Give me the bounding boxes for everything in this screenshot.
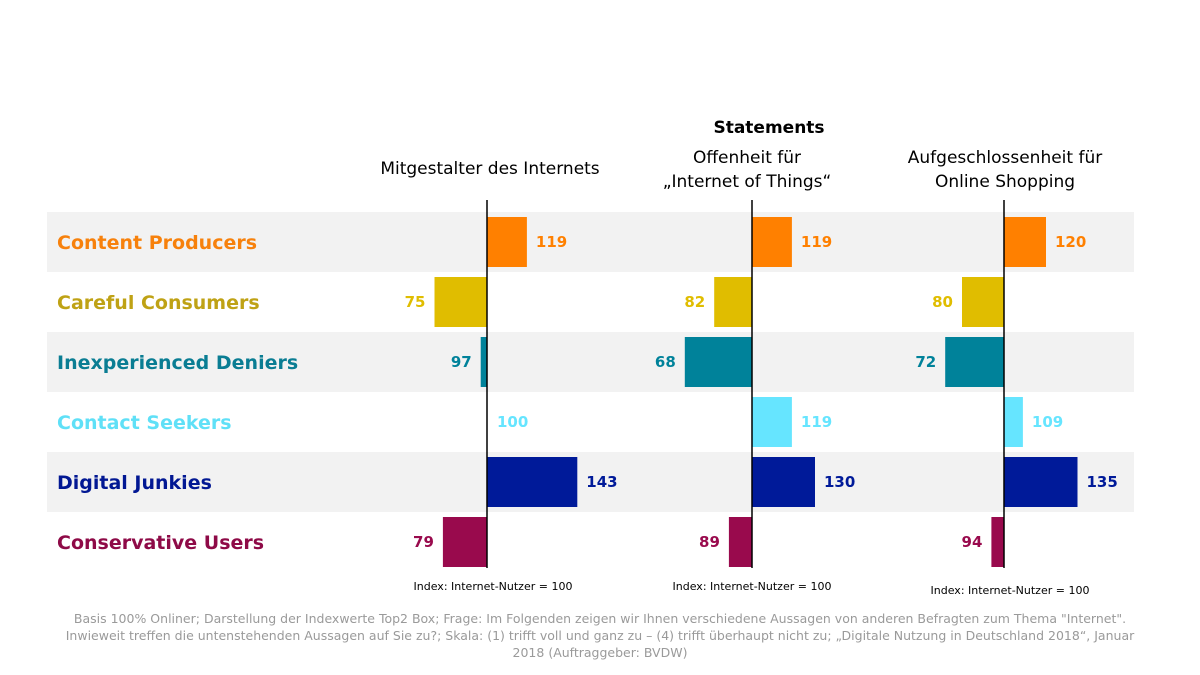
category-label: Conservative Users xyxy=(57,532,264,554)
bar xyxy=(728,517,752,567)
value-labels: 119 75 97 100 143 79 119 82 68 119 130 89 120 80 72 109… xyxy=(405,233,1118,551)
value-label: 68 xyxy=(655,353,676,371)
bar xyxy=(752,397,792,447)
bar xyxy=(1004,457,1078,507)
category-label: Careful Consumers xyxy=(57,292,260,314)
row-stripe xyxy=(47,212,1134,272)
category-label: Inexperienced Deniers xyxy=(57,352,298,374)
baseline-axes xyxy=(486,200,1005,568)
statement-header-line: Offenheit für xyxy=(693,148,801,168)
bar xyxy=(487,457,578,507)
bar xyxy=(480,337,487,387)
bar xyxy=(684,337,752,387)
value-label: 119 xyxy=(801,413,832,431)
statement-header: Offenheit für „Internet of Things“ xyxy=(663,148,832,192)
index-note: Index: Internet-Nutzer = 100 xyxy=(931,584,1090,597)
bar xyxy=(962,277,1004,327)
bar xyxy=(752,217,792,267)
value-label: 119 xyxy=(801,233,832,251)
category-label: Content Producers xyxy=(57,232,257,254)
bar xyxy=(442,517,487,567)
statement-header-line: Online Shopping xyxy=(935,172,1075,192)
statement-header: Mitgestalter des Internets xyxy=(380,159,599,179)
index-notes: Index: Internet-Nutzer = 100 Index: Inter… xyxy=(414,580,1090,597)
value-label: 120 xyxy=(1055,233,1086,251)
category-label: Contact Seekers xyxy=(57,412,232,434)
value-label: 135 xyxy=(1087,473,1118,491)
statement-header: Aufgeschlossenheit für Online Shopping xyxy=(908,148,1102,192)
value-label: 89 xyxy=(699,533,720,551)
index-note: Index: Internet-Nutzer = 100 xyxy=(414,580,573,593)
category-label: Digital Junkies xyxy=(57,472,212,494)
value-label: 143 xyxy=(586,473,617,491)
bar xyxy=(1004,397,1023,447)
value-label: 80 xyxy=(932,293,953,311)
bar xyxy=(1004,217,1046,267)
bar xyxy=(752,457,815,507)
bar xyxy=(991,517,1004,567)
row-stripe xyxy=(47,452,1134,512)
bar xyxy=(945,337,1004,387)
value-label: 79 xyxy=(413,533,434,551)
chart-title: Statements xyxy=(713,118,824,138)
value-label: 97 xyxy=(451,353,472,371)
value-label: 72 xyxy=(915,353,936,371)
value-label: 109 xyxy=(1032,413,1063,431)
bar xyxy=(487,217,527,267)
category-labels: Content Producers Careful Consumers Inexpe… xyxy=(57,232,298,554)
bars xyxy=(434,217,1078,567)
value-label: 119 xyxy=(536,233,567,251)
value-label: 94 xyxy=(962,533,983,551)
value-label: 130 xyxy=(824,473,855,491)
value-label: 100 xyxy=(497,413,528,431)
statement-headers: Mitgestalter des Internets Offenheit für „… xyxy=(380,148,1102,192)
value-label: 82 xyxy=(684,293,705,311)
index-note: Index: Internet-Nutzer = 100 xyxy=(673,580,832,593)
bar xyxy=(434,277,487,327)
value-label: 75 xyxy=(405,293,426,311)
footnote: Basis 100% Onliner; Darstellung der Inde… xyxy=(65,611,1135,660)
statement-header-line: Aufgeschlossenheit für xyxy=(908,148,1102,168)
bar xyxy=(714,277,752,327)
statement-header-line: „Internet of Things“ xyxy=(663,172,832,192)
statement-header-line: Mitgestalter des Internets xyxy=(380,159,599,179)
